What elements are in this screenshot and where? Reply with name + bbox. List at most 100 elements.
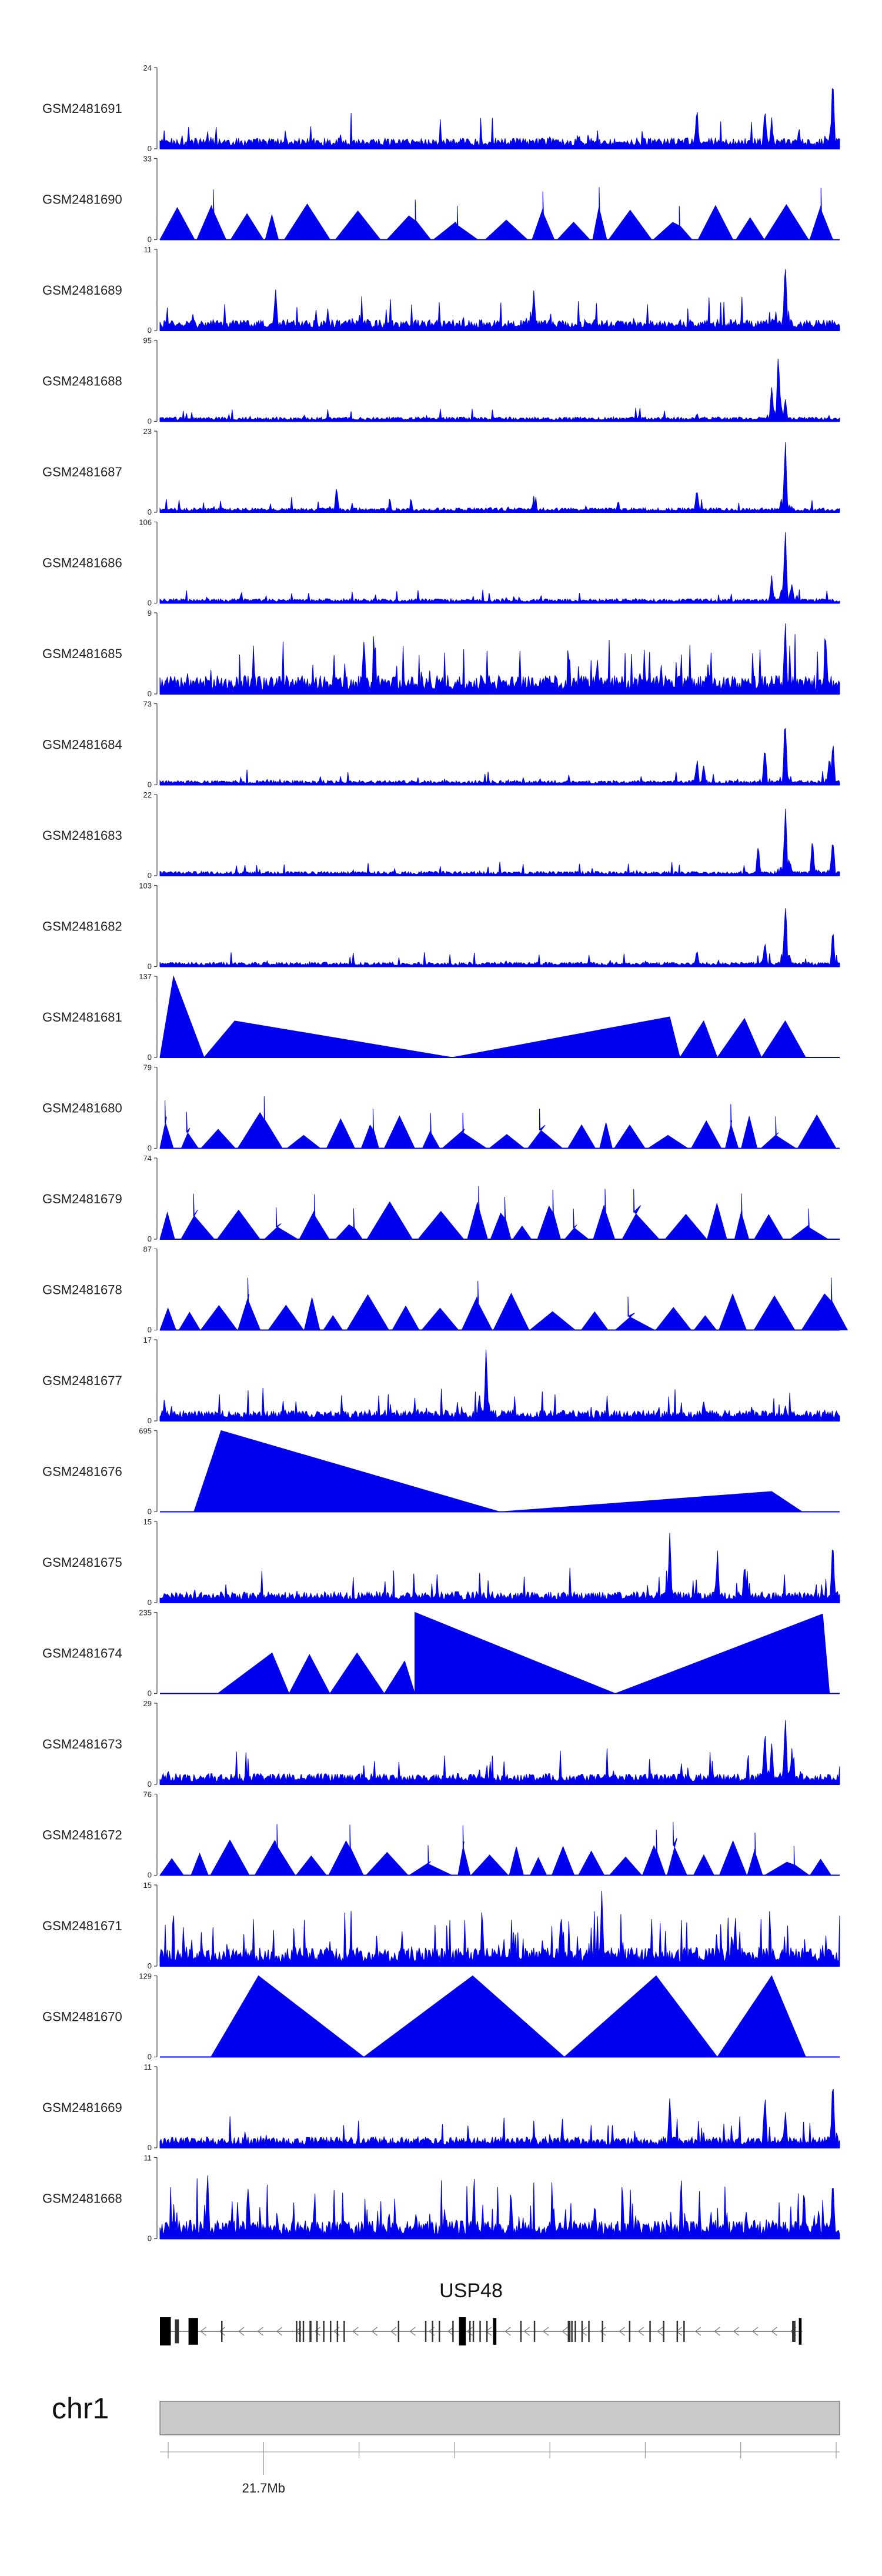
- track-GSM2481681: GSM2481681 137 0: [42, 972, 840, 1062]
- track-GSM2481684: GSM2481684 73 0: [42, 700, 840, 789]
- track-GSM2481672: GSM2481672 76 0: [42, 1790, 840, 1880]
- gene-exon: [221, 2321, 223, 2342]
- y-max-label: 11: [144, 2063, 152, 2071]
- gene-exon: [316, 2321, 318, 2342]
- y-axis: 129 0: [139, 1972, 158, 2061]
- track-label: GSM2481679: [42, 1192, 122, 1206]
- strand-arrow: [562, 2327, 568, 2336]
- y-axis: 87 0: [143, 1245, 158, 1334]
- y-max-label: 73: [143, 700, 152, 709]
- track-GSM2481682: GSM2481682 103 0: [42, 882, 840, 971]
- y-max-label: 106: [139, 518, 152, 527]
- gene-exon: [309, 2321, 312, 2342]
- coverage-area: [159, 975, 840, 1059]
- y-max-label: 23: [143, 427, 152, 436]
- y-axis: 17 0: [143, 1336, 158, 1425]
- gene-exon: [469, 2321, 471, 2342]
- y-max-label: 95: [143, 336, 152, 345]
- gene-exon: [571, 2321, 573, 2342]
- y-axis: 235 0: [139, 1609, 158, 1698]
- track-GSM2481673: GSM2481673 29 0: [42, 1699, 840, 1788]
- y-min-label: 0: [148, 1871, 152, 1880]
- track-GSM2481676: GSM2481676 695 0: [42, 1427, 840, 1516]
- y-min-label: 0: [148, 689, 152, 698]
- gene-name-label: USP48: [439, 2280, 503, 2302]
- gene-exon: [343, 2321, 345, 2342]
- y-min-label: 0: [148, 235, 152, 244]
- y-axis: 11 0: [144, 2063, 158, 2152]
- y-max-label: 11: [144, 245, 152, 254]
- y-axis: 106 0: [139, 518, 158, 608]
- chromosome-ideogram-band: [159, 2401, 840, 2435]
- strand-arrow: [600, 2327, 606, 2336]
- y-axis: 33 0: [143, 155, 158, 244]
- track-GSM2481670: GSM2481670 129 0: [42, 1972, 840, 2061]
- strand-arrow: [637, 2327, 644, 2336]
- strand-arrow: [505, 2327, 511, 2336]
- y-axis: 74 0: [143, 1154, 158, 1243]
- gene-exon: [302, 2321, 305, 2342]
- gene-exon: [323, 2321, 325, 2342]
- track-GSM2481680: GSM2481680 79 0: [42, 1063, 840, 1153]
- coverage-area: [159, 2175, 840, 2239]
- y-max-label: 17: [143, 1336, 152, 1344]
- track-label: GSM2481687: [42, 465, 122, 479]
- gene-exon: [452, 2321, 454, 2342]
- track-label: GSM2481683: [42, 828, 122, 843]
- y-axis: 11 0: [144, 2154, 158, 2243]
- track-label: GSM2481690: [42, 192, 122, 207]
- strand-arrow: [200, 2327, 206, 2336]
- y-axis: 24 0: [143, 64, 158, 153]
- strand-arrow: [657, 2327, 663, 2336]
- y-min-label: 0: [148, 417, 152, 426]
- y-max-label: 129: [139, 1972, 152, 1981]
- y-min-label: 0: [148, 871, 152, 880]
- track-GSM2481679: GSM2481679 74 0: [42, 1154, 840, 1243]
- coverage-area: [160, 1430, 840, 1513]
- y-min-label: 0: [148, 962, 152, 971]
- y-max-label: 74: [143, 1154, 152, 1163]
- track-label: GSM2481685: [42, 646, 122, 661]
- coverage-area: [159, 623, 840, 695]
- coverage-area: [159, 908, 840, 967]
- data-tracks: GSM2481691240GSM2481690330GSM2481689110G…: [42, 64, 848, 2243]
- y-axis: 695 0: [139, 1427, 158, 1516]
- y-min-label: 0: [148, 326, 152, 335]
- strand-arrow: [314, 2327, 320, 2336]
- coverage-area: [160, 1611, 840, 1694]
- track-label: GSM2481671: [42, 1918, 122, 1933]
- gene-structure: [160, 2317, 803, 2345]
- gene-exon: [472, 2321, 475, 2342]
- strand-arrow: [238, 2327, 245, 2336]
- strand-arrow: [276, 2327, 283, 2336]
- y-min-label: 0: [148, 2053, 152, 2061]
- coverage-area: [159, 359, 840, 422]
- gene-exon: [533, 2321, 536, 2342]
- gene-exon: [493, 2318, 497, 2345]
- track-label: GSM2481684: [42, 738, 122, 752]
- y-min-label: 0: [148, 1234, 152, 1243]
- gene-exon: [486, 2321, 488, 2342]
- y-axis: 95 0: [143, 336, 158, 426]
- coverage-area: [159, 1349, 840, 1422]
- track-label: GSM2481668: [42, 2191, 122, 2206]
- strand-arrow: [409, 2327, 416, 2336]
- coverage-area: [159, 1891, 840, 1967]
- strand-arrow: [371, 2327, 378, 2336]
- y-axis: 15 0: [143, 1881, 158, 1970]
- gene-exon: [425, 2321, 427, 2342]
- chromosome-ideogram-track: chr1: [52, 2392, 840, 2435]
- track-label: GSM2481669: [42, 2100, 122, 2115]
- y-min-label: 0: [148, 1689, 152, 1698]
- strand-arrow: [485, 2327, 492, 2336]
- gene-exon: [663, 2321, 664, 2342]
- strand-arrow: [771, 2327, 777, 2336]
- track-GSM2481675: GSM2481675 15 0: [42, 1517, 840, 1607]
- track-GSM2481689: GSM2481689 11 0: [42, 245, 840, 335]
- y-max-label: 76: [143, 1790, 152, 1799]
- gene-exon: [188, 2318, 198, 2345]
- strand-arrow: [352, 2327, 359, 2336]
- strand-arrow: [543, 2327, 549, 2336]
- y-max-label: 79: [143, 1063, 152, 1072]
